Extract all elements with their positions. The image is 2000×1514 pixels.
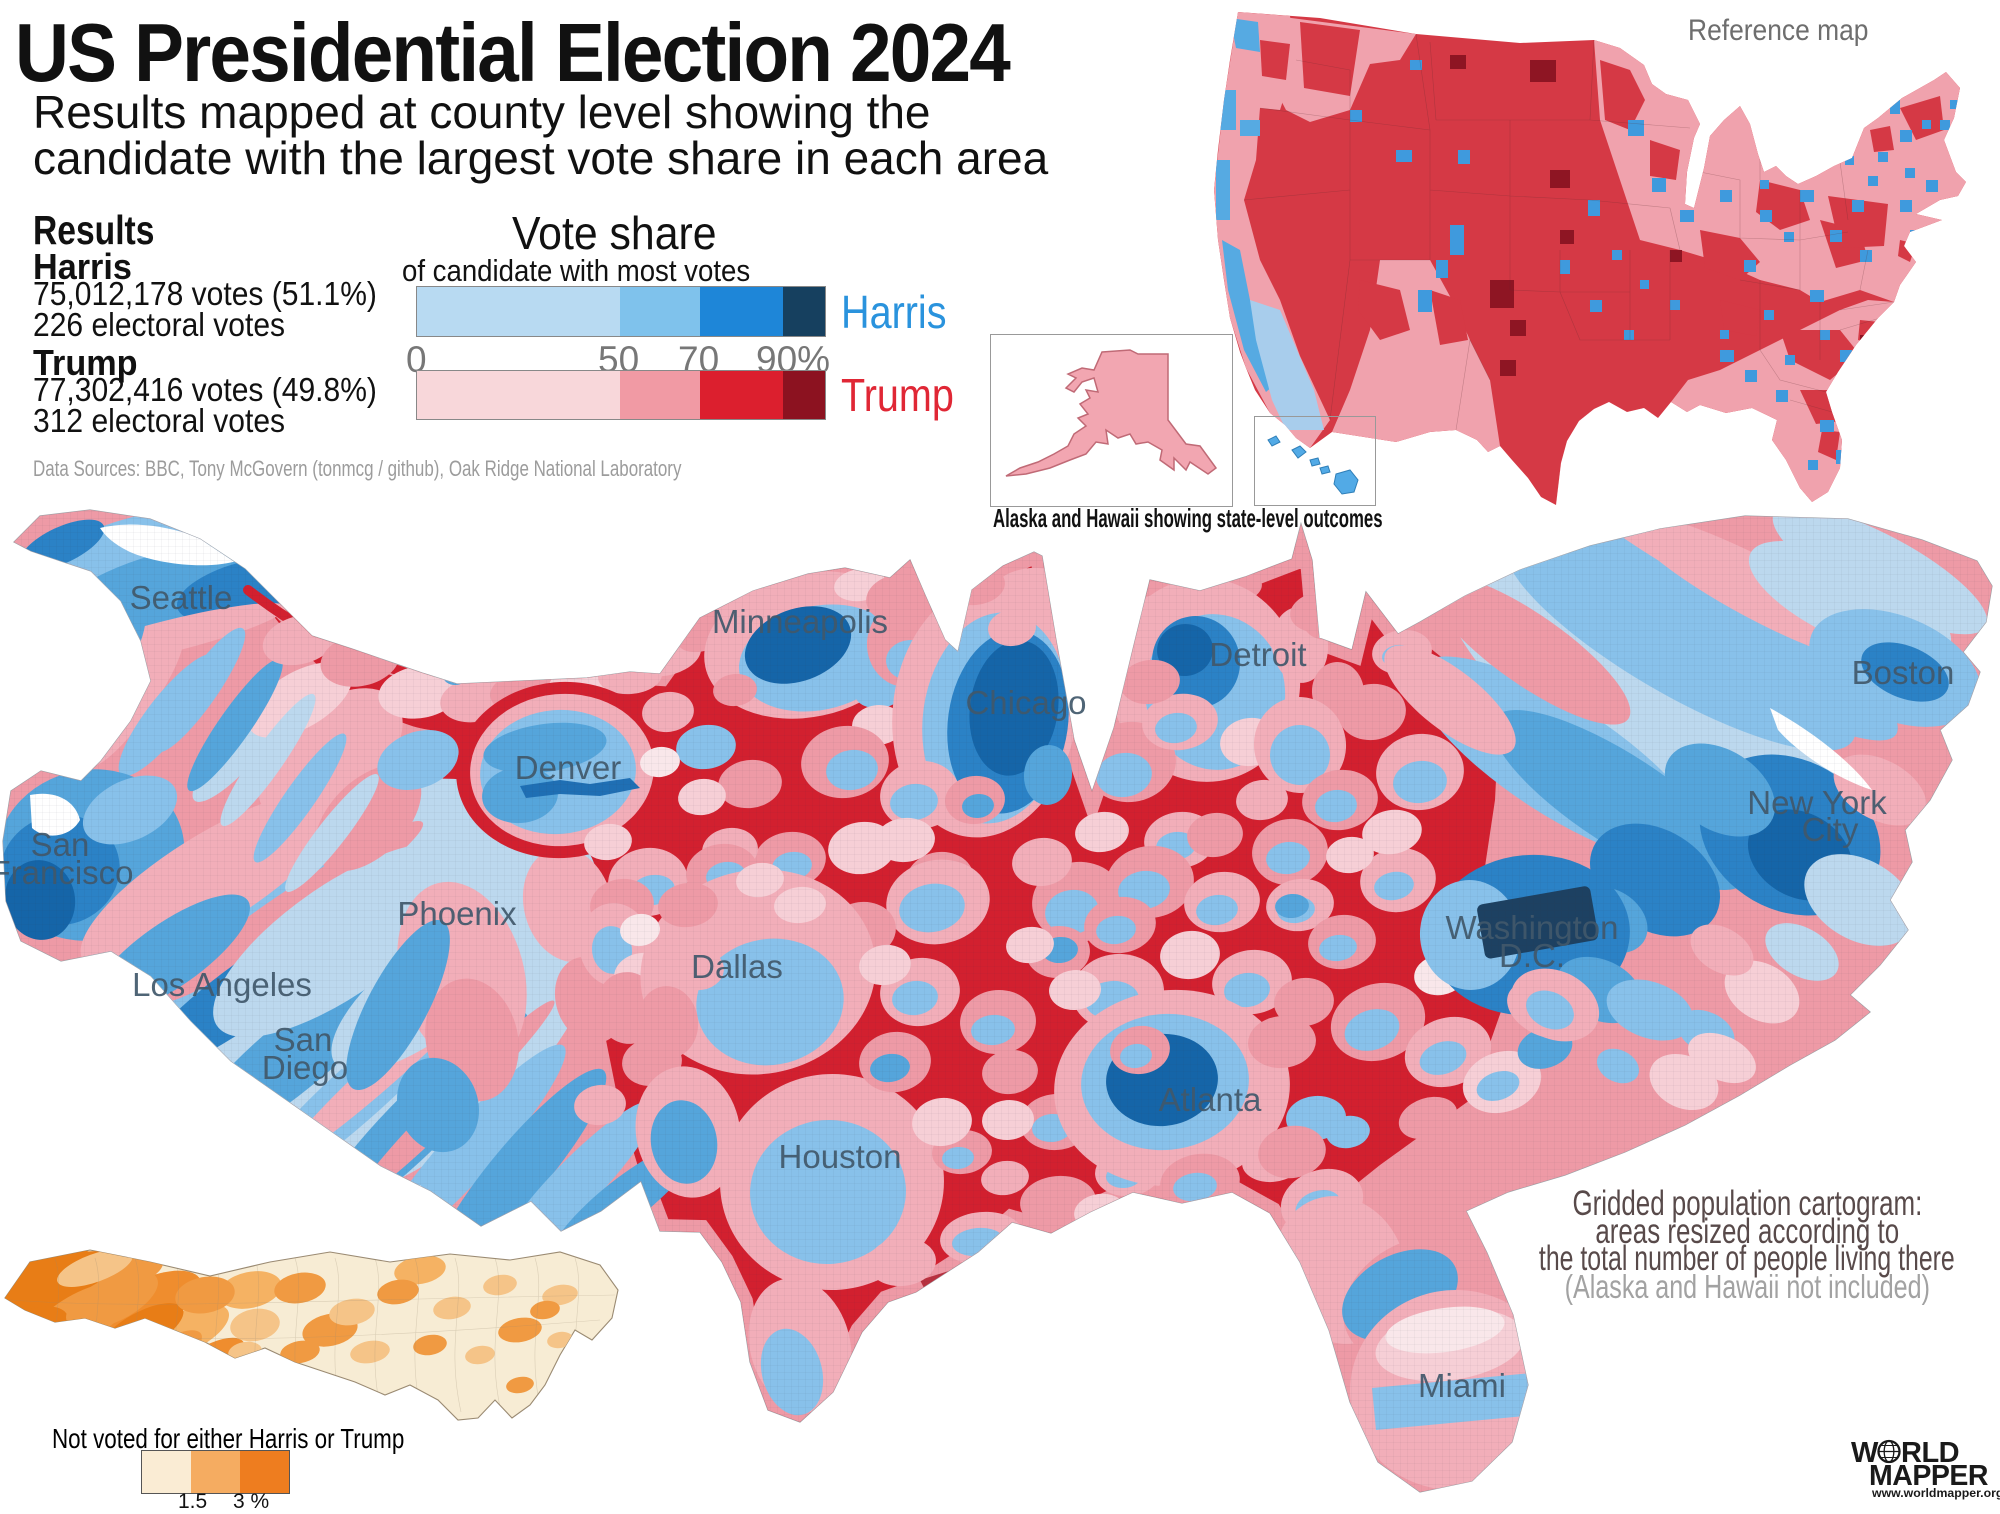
svg-text:Washington: Washington bbox=[1445, 909, 1618, 946]
svg-text:Diego: Diego bbox=[262, 1049, 348, 1086]
svg-text:Houston: Houston bbox=[779, 1138, 902, 1175]
svg-text:Denver: Denver bbox=[515, 749, 621, 786]
svg-text:Francisco: Francisco bbox=[0, 854, 134, 891]
svg-text:New York: New York bbox=[1747, 784, 1887, 821]
svg-text:www.worldmapper.org: www.worldmapper.org bbox=[1871, 1486, 2000, 1500]
svg-text:City: City bbox=[1802, 811, 1859, 848]
svg-text:San: San bbox=[31, 826, 90, 863]
svg-text:San: San bbox=[274, 1021, 333, 1058]
svg-text:Detroit: Detroit bbox=[1209, 636, 1306, 673]
svg-text:D.C.: D.C. bbox=[1499, 937, 1565, 974]
svg-text:Phoenix: Phoenix bbox=[397, 895, 517, 932]
svg-text:Minneapolis: Minneapolis bbox=[712, 603, 888, 640]
svg-text:Los Angeles: Los Angeles bbox=[132, 966, 312, 1003]
svg-text:Miami: Miami bbox=[1418, 1367, 1506, 1404]
svg-text:Seattle: Seattle bbox=[130, 579, 233, 616]
svg-text:RLD: RLD bbox=[1901, 1437, 1959, 1469]
svg-text:MAPPER: MAPPER bbox=[1869, 1460, 1988, 1492]
svg-text:Chicago: Chicago bbox=[965, 684, 1086, 721]
svg-text:Dallas: Dallas bbox=[691, 948, 783, 985]
svg-text:Atlanta: Atlanta bbox=[1159, 1081, 1262, 1118]
svg-text:W: W bbox=[1851, 1437, 1879, 1469]
svg-text:Boston: Boston bbox=[1852, 654, 1955, 691]
